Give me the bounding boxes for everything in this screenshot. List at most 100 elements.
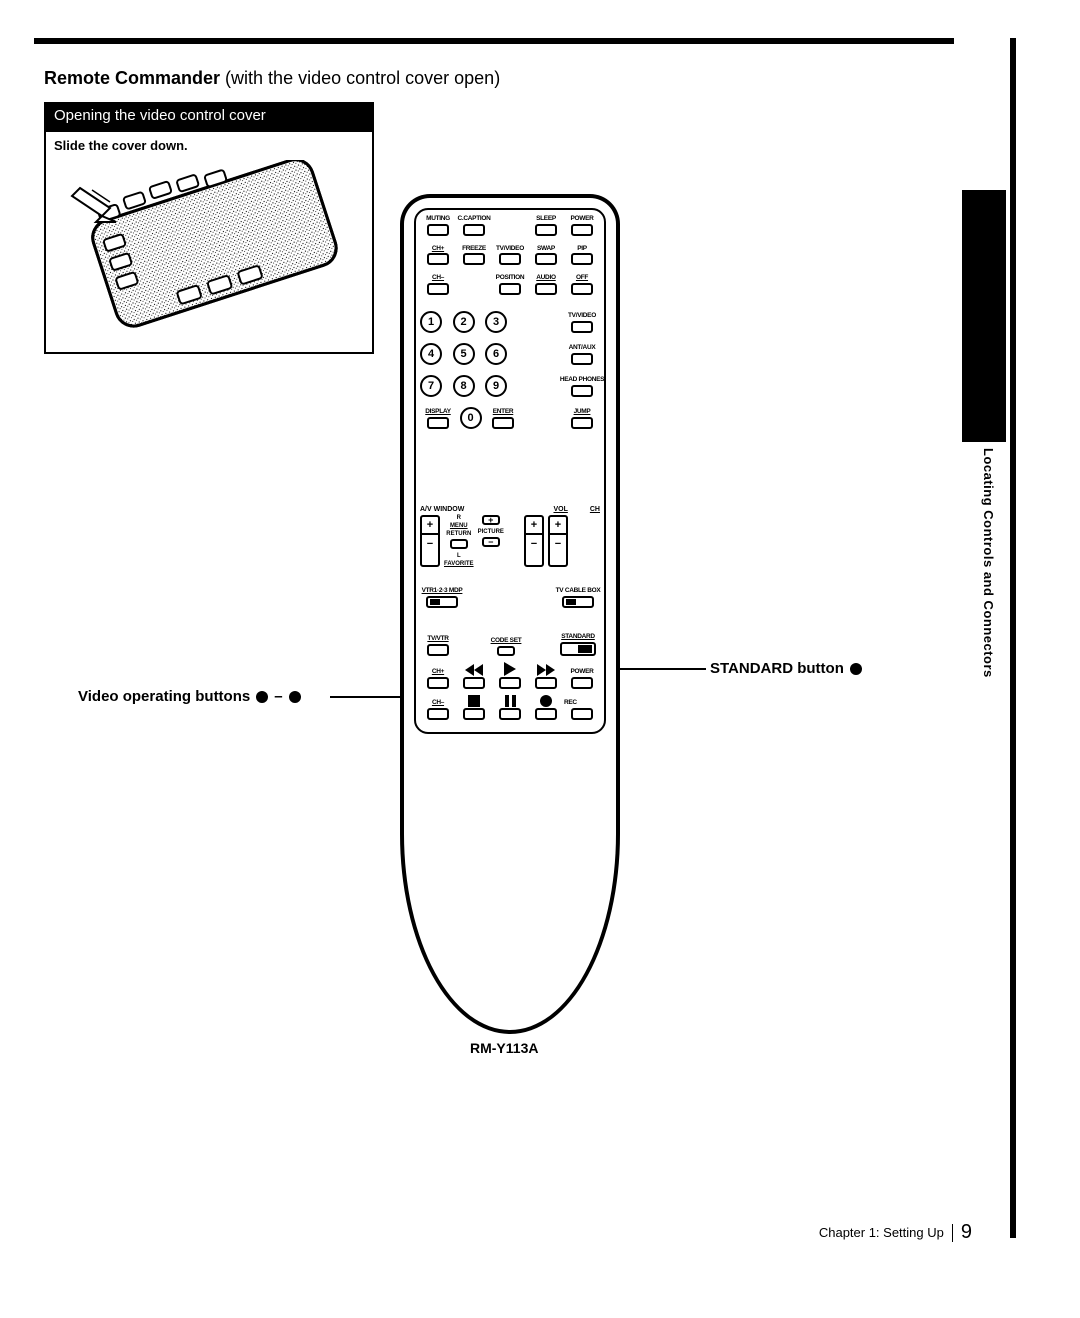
off-button <box>571 283 593 295</box>
footer-chapter: Chapter 1: Setting Up <box>819 1225 944 1240</box>
ccaption-label: C.CAPTION <box>457 216 490 223</box>
r-label: R <box>457 515 461 521</box>
off-label: OFF <box>576 275 588 282</box>
freeze-button <box>463 253 485 265</box>
page-footer: Chapter 1: Setting Up 9 <box>819 1221 972 1244</box>
panel-caption: Slide the cover down. <box>54 138 364 153</box>
section-title: Remote Commander (with the video control… <box>44 68 500 89</box>
position-button <box>499 283 521 295</box>
muting-label: MUTING <box>426 216 450 223</box>
antaux-button <box>571 353 593 365</box>
power-label: POWER <box>570 216 593 223</box>
power2-label: POWER <box>570 669 593 676</box>
chapter-tab-label: Locating Controls and Connectors <box>981 448 996 678</box>
callout-left-text: Video operating buttons <box>78 688 250 705</box>
standard-label: STANDARD <box>561 634 595 641</box>
chplus-label: CH+ <box>432 246 444 253</box>
footer-separator <box>952 1224 953 1242</box>
stop-button <box>463 708 485 720</box>
display-label: DISPLAY <box>425 409 450 416</box>
l-label: L <box>457 553 461 559</box>
key-0: 0 <box>460 407 482 429</box>
sleep-button <box>535 224 557 236</box>
key-1: 1 <box>420 311 442 333</box>
chapter-tab <box>962 190 1006 442</box>
key-6: 6 <box>485 343 507 365</box>
power2-button <box>571 677 593 689</box>
antaux-label: ANT/AUX <box>569 345 596 352</box>
av-window-label: A/V WINDOW <box>420 506 464 513</box>
remote-buttons: MUTING C.CAPTION SLEEP POWER CH+ FREEZE … <box>420 216 600 433</box>
rewind-icon <box>465 664 483 676</box>
play-button <box>499 677 521 689</box>
av-rocker-left: +− <box>420 515 440 567</box>
leader-line-left <box>330 696 404 698</box>
section-title-bold: Remote Commander <box>44 68 220 88</box>
chplus2-button <box>427 677 449 689</box>
menu-up-button: + <box>482 515 500 525</box>
panel-header: Opening the video control cover <box>44 102 374 130</box>
pause-icon <box>505 695 516 707</box>
callout-standard-button: STANDARD button <box>710 660 862 677</box>
rec2-button <box>571 708 593 720</box>
key-2: 2 <box>453 311 475 333</box>
jump-button <box>571 417 593 429</box>
menu-down-button: − <box>482 537 500 547</box>
av-window-block: A/V WINDOW VOL CH +− R MENU RETURN L FAV… <box>420 506 600 567</box>
key-9: 9 <box>485 375 507 397</box>
vol-rocker: +− <box>524 515 544 567</box>
bullet-icon <box>256 691 268 703</box>
callout-left-dash: – <box>274 688 282 705</box>
power-button <box>571 224 593 236</box>
return-label: RETURN <box>446 531 471 537</box>
muting-button <box>427 224 449 236</box>
rec-button <box>535 708 557 720</box>
menu-label: MENU <box>450 523 468 529</box>
audio-button <box>535 283 557 295</box>
freeze-label: FREEZE <box>462 246 486 253</box>
tvvtr-button <box>427 644 449 656</box>
bullet-icon <box>289 691 301 703</box>
audio-label: AUDIO <box>536 275 555 282</box>
position-label: POSITION <box>496 275 525 282</box>
enter-label: ENTER <box>493 409 514 416</box>
callout-right-text: STANDARD button <box>710 660 844 677</box>
key-4: 4 <box>420 343 442 365</box>
chminus-button <box>427 283 449 295</box>
return-button <box>450 539 468 549</box>
key-8: 8 <box>453 375 475 397</box>
tvcable-switch <box>562 596 594 608</box>
right-rule <box>1010 38 1016 1238</box>
tvvideo-label: TV/VIDEO <box>496 246 524 253</box>
lower-video-panel: TV/VTR CODE SET STANDARD CH+ POWER CH– R… <box>420 634 600 726</box>
callout-video-buttons: Video operating buttons – <box>78 688 301 705</box>
pause-button <box>499 708 521 720</box>
headphones-button <box>571 385 593 397</box>
codeset-label: CODE SET <box>491 638 522 645</box>
section-title-rest: (with the video control cover open) <box>220 68 500 88</box>
rec-icon <box>540 695 552 707</box>
ch-label: CH <box>590 506 600 513</box>
chminus2-label: CH– <box>432 700 444 707</box>
page-number: 9 <box>961 1221 972 1244</box>
vtr-switch-row: VTR1·2·3 MDP TV CABLE BOX <box>420 588 600 608</box>
jump-label: JUMP <box>574 409 591 416</box>
slide-down-illustration <box>52 160 366 344</box>
remote-diagram: MUTING C.CAPTION SLEEP POWER CH+ FREEZE … <box>400 194 620 1034</box>
ccaption-button <box>463 224 485 236</box>
top-rule <box>34 38 954 44</box>
picture-label: PICTURE <box>478 529 504 535</box>
chminus-label: CH– <box>432 275 444 282</box>
pip-button <box>571 253 593 265</box>
vol-label: VOL <box>553 506 567 513</box>
sleep-label: SLEEP <box>536 216 556 223</box>
favorite-label: FAVORITE <box>444 561 474 567</box>
key-3: 3 <box>485 311 507 333</box>
stop-icon <box>468 695 480 707</box>
display-button <box>427 417 449 429</box>
vtr-switch <box>426 596 458 608</box>
play-icon <box>504 662 516 676</box>
tvvideo-button <box>499 253 521 265</box>
tvvideo2-button <box>571 321 593 333</box>
ff-icon <box>537 664 555 676</box>
